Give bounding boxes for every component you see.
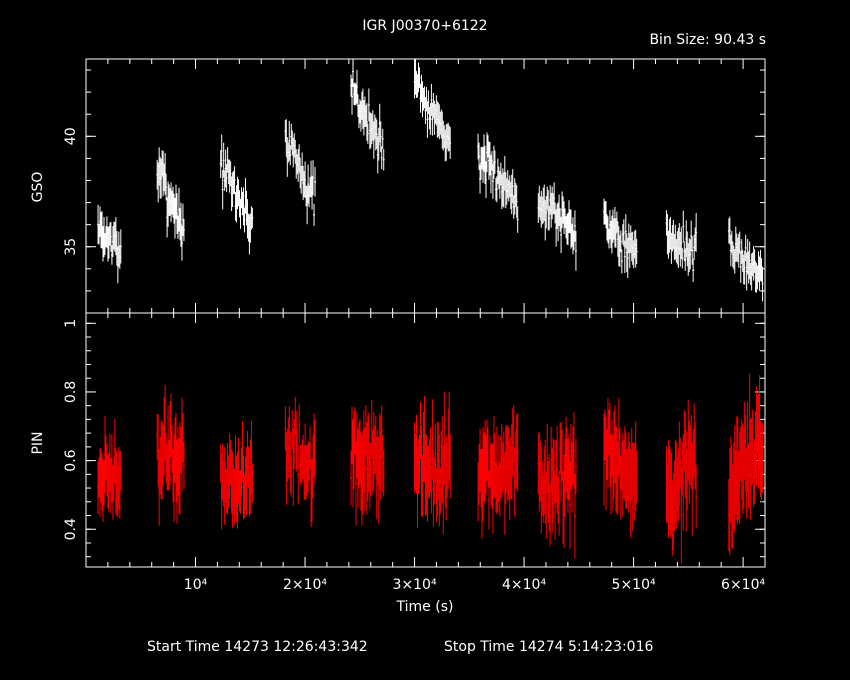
x-tick-label: 5×10⁴ (612, 577, 656, 593)
y-tick-label: 35 (63, 238, 79, 256)
x-tick-label: 4×10⁴ (502, 577, 546, 593)
x-tick-label: 6×10⁴ (721, 577, 765, 593)
gso-panel: GSO 35 40 (30, 58, 766, 314)
gso-frame (85, 58, 766, 314)
pin-series (97, 373, 764, 564)
x-tick-label: 10⁴ (184, 577, 208, 593)
y-tick-label: 0.8 (63, 381, 79, 403)
bin-size-label: Bin Size: 90.43 s (649, 32, 766, 48)
start-time-label: Start Time 14273 12:26:43:342 (147, 639, 368, 655)
pin-frame (85, 312, 766, 568)
y-tick-label: 1 (63, 319, 79, 328)
x-tick-label: 2×10⁴ (283, 577, 327, 593)
gso-ylabel: GSO (30, 172, 46, 203)
pin-axis-ticks: 0.4 0.6 0.8 1 10⁴ 2×10⁴ 3×10⁴ 4×10⁴ 5×10⁴ 6×10⁴ (63, 313, 766, 593)
x-axis-label: Time (s) (396, 599, 454, 615)
stop-time-label: Stop Time 14274 5:14:23:016 (444, 639, 653, 655)
x-tick-label: 3×10⁴ (393, 577, 437, 593)
chart-title: IGR J00370+6122 (362, 18, 487, 34)
y-tick-label: 0.6 (63, 449, 79, 471)
y-tick-label: 0.4 (63, 518, 79, 540)
gso-axis-ticks: 35 40 (63, 59, 765, 314)
pin-ylabel: PIN (30, 431, 46, 454)
y-tick-label: 40 (63, 127, 79, 145)
gso-series (97, 59, 764, 302)
pin-panel: PIN 0.4 0.6 0.8 1 10⁴ 2×10⁴ 3×10⁴ 4×10⁴ 5×10⁴ 6×1… (30, 312, 766, 593)
